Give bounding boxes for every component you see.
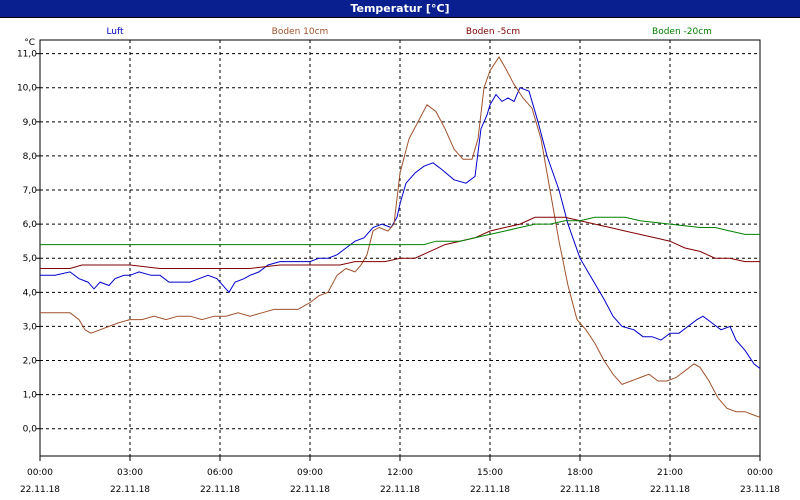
- chart-title: Temperatur [°C]: [350, 2, 450, 15]
- x-tick-time: 06:00: [207, 468, 233, 478]
- x-tick-date: 22.11.18: [200, 485, 240, 495]
- x-tick-time: 00:00: [27, 468, 53, 478]
- x-tick-time: 15:00: [477, 468, 503, 478]
- y-tick-label: 7,0: [23, 186, 38, 196]
- series-line-boden-10cm: [40, 56, 760, 418]
- chart-title-bar: Temperatur [°C]: [0, 0, 800, 18]
- legend-entry: Boden 10cm: [272, 27, 329, 37]
- x-tick-date: 23.11.18: [740, 485, 780, 495]
- y-tick-label: 4,0: [23, 288, 38, 298]
- series-line-boden-20cm: [40, 216, 760, 246]
- x-tick-date: 22.11.18: [560, 485, 600, 495]
- x-tick-date: 22.11.18: [110, 485, 150, 495]
- legend-entry: Luft: [106, 27, 124, 37]
- y-tick-label: 11,0: [17, 50, 37, 60]
- temperature-chart: 0,0 1,0 2,0 3,0 4,0 5,0 6,0 7,0 8,0 9,0 10,0 11,0 °C…: [17, 27, 780, 495]
- y-tick-label: 10,0: [17, 84, 37, 94]
- x-tick-time: 00:00: [747, 468, 773, 478]
- series-line-boden-5cm: [40, 216, 760, 269]
- legend-entry: Boden -20cm: [652, 27, 712, 37]
- y-tick-label: 5,0: [23, 254, 38, 264]
- x-tick-time: 18:00: [567, 468, 593, 478]
- x-tick-time: 09:00: [297, 468, 323, 478]
- y-tick-label: 8,0: [23, 152, 38, 162]
- y-axis-unit: °C: [24, 38, 35, 48]
- y-tick-label: 9,0: [23, 118, 38, 128]
- x-tick-date: 22.11.18: [290, 485, 330, 495]
- x-tick-time: 03:00: [117, 468, 143, 478]
- x-tick-time: 21:00: [657, 468, 683, 478]
- plot-frame: [39, 39, 761, 457]
- x-tick-date: 22.11.18: [20, 485, 60, 495]
- chart-area: 0,0 1,0 2,0 3,0 4,0 5,0 6,0 7,0 8,0 9,0 10,0 11,0 °C…: [0, 18, 800, 500]
- y-tick-label: 3,0: [23, 322, 38, 332]
- y-tick-label: 2,0: [23, 357, 38, 367]
- x-tick-date: 22.11.18: [380, 485, 420, 495]
- y-tick-label: 6,0: [23, 220, 38, 230]
- x-tick-date: 22.11.18: [470, 485, 510, 495]
- series-line-luft: [40, 87, 760, 370]
- y-tick-label: 1,0: [23, 391, 38, 401]
- legend-entry: Boden -5cm: [466, 27, 520, 37]
- x-tick-time: 12:00: [387, 468, 413, 478]
- x-tick-date: 22.11.18: [650, 485, 690, 495]
- y-tick-label: 0,0: [23, 425, 38, 435]
